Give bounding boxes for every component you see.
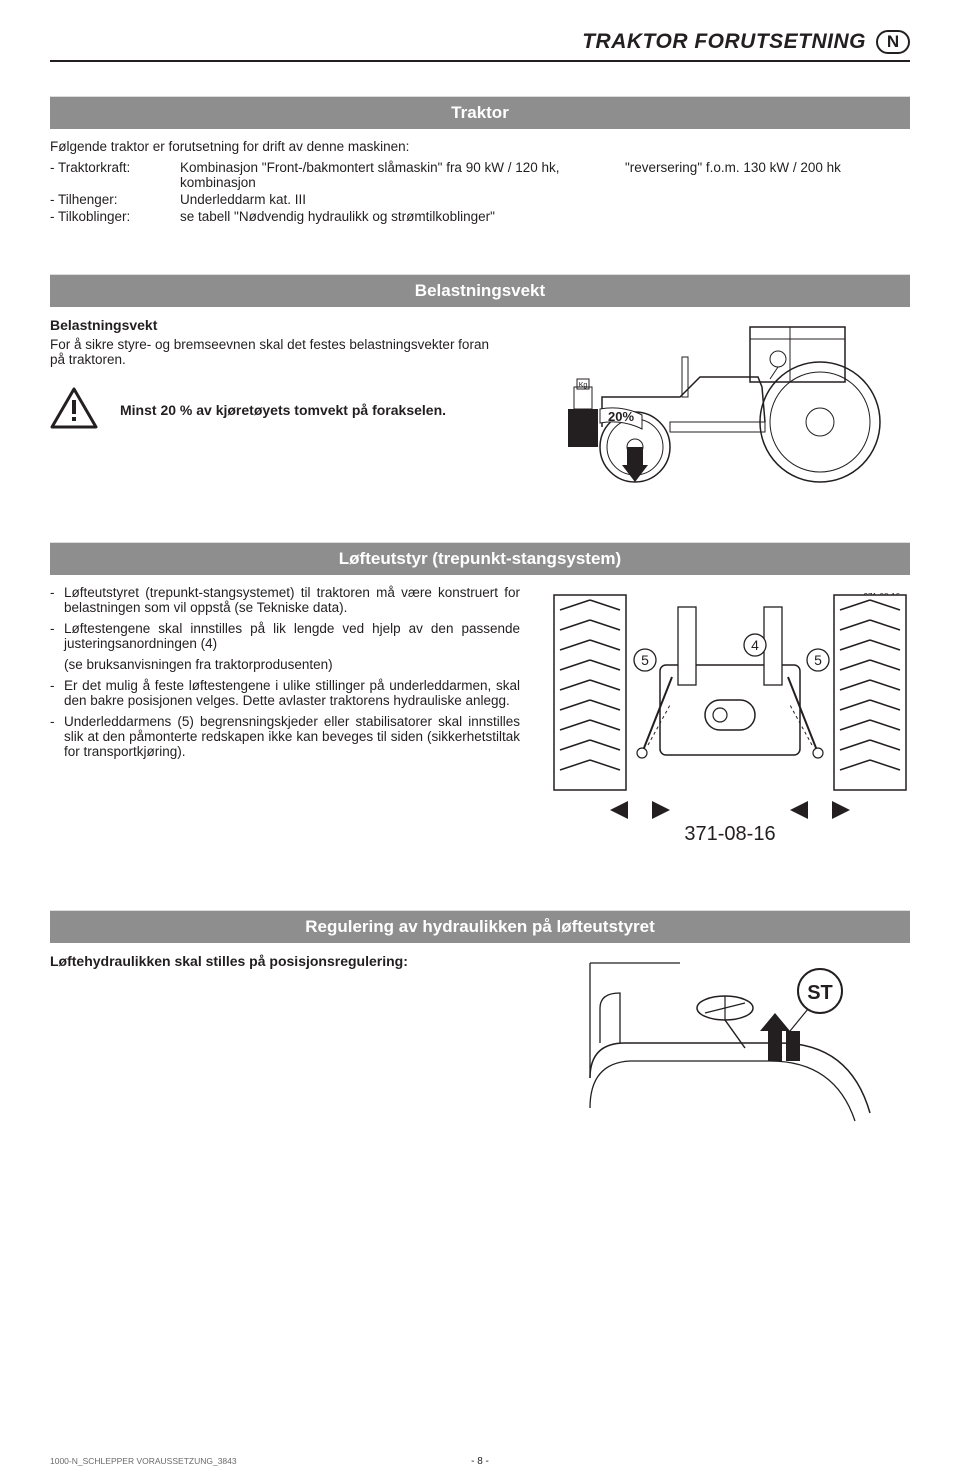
section-traktor: Traktor Følgende traktor er forutsetning…	[50, 96, 910, 224]
spec-label: - Tilhenger:	[50, 192, 180, 207]
st-illustration: ST	[550, 953, 910, 1123]
warning-icon	[50, 387, 98, 432]
page-footer: 1000-N_SCHLEPPER VORAUSSETZUNG_3843 - 8 …	[50, 1456, 910, 1466]
svg-text:5: 5	[641, 652, 649, 668]
hitch-illustration: 371-08-16	[550, 585, 910, 855]
bar-belastning: Belastningsvekt	[50, 274, 910, 307]
tractor-illustration: Kg 20%	[530, 317, 910, 487]
bar-traktor: Traktor	[50, 96, 910, 129]
traktor-intro: Følgende traktor er forutsetning for dri…	[50, 139, 910, 154]
lofte-text-col: Løfteutstyret (trepunkt-stangsystemet) t…	[50, 585, 520, 860]
regulering-diagram: ST	[550, 953, 910, 1128]
warning-text: Minst 20 % av kjøretøyets tomvekt på for…	[120, 402, 446, 418]
bar-regulering: Regulering av hydraulikken på løfteutsty…	[50, 910, 910, 943]
spec-value: se tabell "Nødvendig hydraulikk og strøm…	[180, 209, 625, 224]
section-lofte: Løfteutstyr (trepunkt-stangsystem) Løfte…	[50, 542, 910, 860]
header-title: TRAKTOR FORUTSETNING	[582, 30, 866, 54]
spec-label: - Traktorkraft:	[50, 160, 180, 190]
svg-text:20%: 20%	[608, 409, 634, 424]
regulering-text-col: Løftehydraulikken skal stilles på posisj…	[50, 953, 520, 1128]
lofte-item: Underleddarmens (5) begrensningskjeder e…	[50, 714, 520, 759]
traktor-specs: - Traktorkraft: Kombinasjon "Front-/bakm…	[50, 160, 910, 224]
lofte-item: Løftestengene skal innstilles på lik len…	[50, 621, 520, 651]
spec-extra: "reversering" f.o.m. 130 kW / 200 hk	[625, 160, 910, 190]
lofte-sub-item: (se bruksanvisningen fra traktorprodusen…	[50, 657, 520, 672]
bar-lofte: Løfteutstyr (trepunkt-stangsystem)	[50, 542, 910, 575]
header-badge: N	[876, 30, 910, 54]
svg-text:4: 4	[751, 637, 759, 653]
footer-page-number: - 8 -	[471, 1456, 489, 1467]
regulering-sub: Løftehydraulikken skal stilles på posisj…	[50, 953, 520, 969]
belastning-sub: Belastningsvekt	[50, 317, 500, 333]
spec-value: Underleddarm kat. III	[180, 192, 625, 207]
lofte-item: Løfteutstyret (trepunkt-stangsystemet) t…	[50, 585, 520, 615]
svg-text:371-08-16: 371-08-16	[684, 823, 775, 845]
lofte-diagram: 371-08-16	[550, 585, 910, 860]
footer-left: 1000-N_SCHLEPPER VORAUSSETZUNG_3843	[50, 1456, 237, 1466]
header-rule	[50, 60, 910, 62]
spec-value: Kombinasjon "Front-/bakmontert slåmaskin…	[180, 160, 625, 190]
svg-text:Kg: Kg	[579, 382, 588, 389]
page-header: TRAKTOR FORUTSETNING N	[50, 30, 910, 54]
spec-row: - Tilkoblinger: se tabell "Nødvendig hyd…	[50, 209, 910, 224]
svg-text:ST: ST	[807, 982, 833, 1004]
belastning-text: For å sikre styre- og bremseevnen skal d…	[50, 337, 500, 367]
section-belastning: Belastningsvekt Belastningsvekt For å si…	[50, 274, 910, 492]
belastning-text-col: Belastningsvekt For å sikre styre- og br…	[50, 317, 500, 432]
spec-row: - Tilhenger: Underleddarm kat. III	[50, 192, 910, 207]
section-regulering: Regulering av hydraulikken på løfteutsty…	[50, 910, 910, 1128]
warning-row: Minst 20 % av kjøretøyets tomvekt på for…	[50, 387, 500, 432]
lofte-item: Er det mulig å feste løftestengene i uli…	[50, 678, 520, 708]
svg-text:5: 5	[814, 652, 822, 668]
spec-row: - Traktorkraft: Kombinasjon "Front-/bakm…	[50, 160, 910, 190]
belastning-diagram: Kg 20%	[530, 317, 910, 492]
spec-label: - Tilkoblinger:	[50, 209, 180, 224]
